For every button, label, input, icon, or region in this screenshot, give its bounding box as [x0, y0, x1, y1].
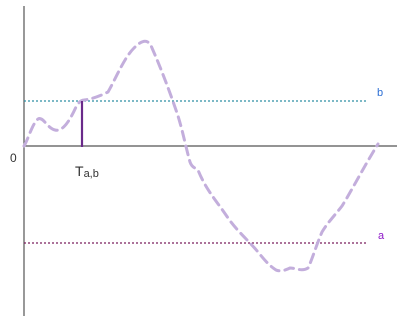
crossing-time-label: Ta,b	[75, 163, 99, 180]
level-a-label: a	[378, 230, 385, 242]
crossing-time-label-main: T	[75, 163, 84, 179]
origin-label: 0	[10, 151, 17, 165]
crossing-time-label-subscript: a,b	[84, 168, 99, 180]
level-b-label: b	[377, 87, 383, 99]
sample-path-curve	[22, 39, 380, 273]
